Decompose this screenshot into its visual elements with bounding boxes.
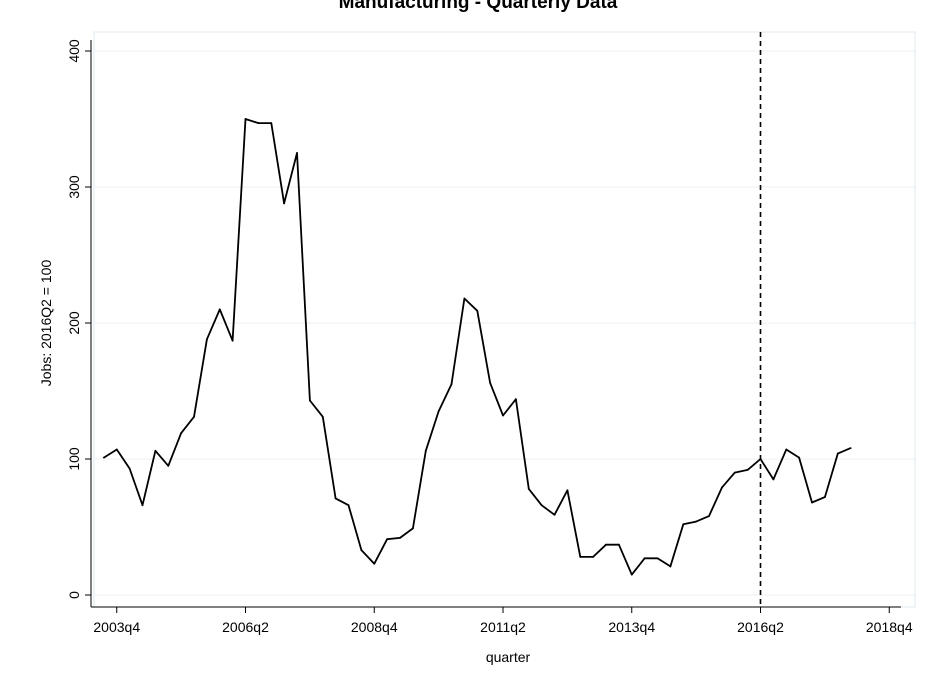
x-tick-label-3: 2011q2 bbox=[480, 619, 526, 635]
data-point-2012q4 bbox=[579, 556, 582, 558]
x-axis: 2003q4 2006q2 2008q4 2011q2 2013q4 2016q2 2018… bbox=[91, 606, 913, 635]
y-tick-label-0: 0 bbox=[66, 591, 82, 599]
data-point-2010q4 bbox=[476, 309, 479, 312]
data-point-2004q1 bbox=[128, 467, 131, 470]
data-point-2017q4 bbox=[836, 452, 839, 455]
data-point-2007q3 bbox=[308, 399, 311, 402]
plot-area bbox=[93, 31, 916, 608]
chart-title: Manufacturing - Quarterly Data bbox=[339, 0, 618, 13]
data-point-2010q2 bbox=[450, 383, 453, 386]
data-point-2017q2 bbox=[811, 501, 813, 504]
x-tick-label-1: 2006q2 bbox=[222, 619, 269, 635]
data-point-2013q4 bbox=[630, 573, 633, 576]
data-point-2009q4 bbox=[424, 449, 427, 452]
x-tick-label-0: 2003q4 bbox=[93, 619, 140, 635]
data-point-2016q3 bbox=[772, 478, 775, 481]
data-point-2016q1 bbox=[746, 468, 749, 471]
data-point-2005q2 bbox=[193, 415, 195, 418]
x-tick-label-2: 2008q4 bbox=[351, 619, 398, 635]
data-point-2012q3 bbox=[566, 489, 569, 492]
y-tick-label-4: 400 bbox=[66, 39, 82, 63]
data-point-2010q3 bbox=[463, 297, 466, 300]
data-point-2011q4 bbox=[527, 488, 530, 490]
x-tick-label-4: 2013q4 bbox=[608, 619, 655, 635]
data-point-2007q1 bbox=[283, 202, 286, 205]
data-point-2007q2 bbox=[296, 152, 298, 154]
data-point-2005q4 bbox=[218, 308, 221, 311]
data-point-2004q2 bbox=[141, 504, 144, 507]
data-point-2017q1 bbox=[798, 456, 801, 459]
data-point-2013q1 bbox=[592, 556, 595, 558]
data-point-2014q3 bbox=[669, 565, 672, 568]
data-point-2004q3 bbox=[154, 449, 157, 452]
data-point-2007q4 bbox=[321, 415, 324, 418]
data-point-2009q2 bbox=[399, 536, 401, 539]
data-point-2011q3 bbox=[514, 398, 517, 401]
y-tick-label-3: 300 bbox=[66, 175, 82, 199]
data-point-2015q2 bbox=[708, 515, 710, 518]
data-point-2005q1 bbox=[180, 432, 183, 435]
data-point-2005q3 bbox=[205, 338, 208, 341]
data-point-2011q1 bbox=[489, 381, 492, 384]
data-point-2003q4 bbox=[115, 448, 118, 451]
data-point-2004q4 bbox=[167, 464, 170, 467]
data-point-2006q1 bbox=[231, 339, 234, 342]
data-point-2012q2 bbox=[553, 513, 556, 516]
data-point-2008q2 bbox=[347, 504, 350, 507]
data-point-2011q2 bbox=[502, 414, 504, 417]
data-point-2016q4 bbox=[785, 448, 788, 451]
data-point-2010q1 bbox=[437, 410, 440, 413]
data-point-2015q4 bbox=[733, 471, 736, 474]
series-group bbox=[102, 118, 852, 576]
chart-title-group: Manufacturing - Quarterly Data bbox=[339, 0, 618, 13]
data-point-2012q1 bbox=[540, 504, 543, 507]
data-point-2018q1 bbox=[849, 447, 852, 450]
data-point-2014q2 bbox=[656, 557, 659, 560]
data-point-2006q4 bbox=[270, 122, 273, 124]
data-point-2006q2 bbox=[244, 118, 247, 120]
data-point-2003q3 bbox=[102, 456, 105, 459]
data-point-2006q3 bbox=[257, 122, 260, 124]
y-tick-label-2: 200 bbox=[66, 311, 82, 335]
data-point-2015q1 bbox=[695, 520, 698, 523]
data-point-2008q3 bbox=[360, 549, 363, 552]
data-point-2015q3 bbox=[720, 486, 723, 489]
y-axis-label: Jobs: 2016Q2 = 100 bbox=[38, 260, 54, 387]
data-point-2014q1 bbox=[643, 557, 646, 560]
gridlines bbox=[91, 50, 915, 596]
data-point-2008q4 bbox=[373, 562, 376, 565]
data-point-2008q1 bbox=[334, 497, 337, 500]
data-point-2014q4 bbox=[682, 523, 685, 526]
data-point-2013q2 bbox=[605, 543, 607, 546]
data-point-2009q1 bbox=[386, 538, 389, 541]
data-point-2017q3 bbox=[823, 496, 826, 498]
x-axis-label: quarter bbox=[486, 649, 531, 665]
y-tick-label-1: 100 bbox=[66, 447, 82, 471]
data-point-2016q2 bbox=[759, 458, 762, 460]
data-point-2009q3 bbox=[411, 527, 414, 530]
x-tick-label-6: 2018q4 bbox=[866, 619, 913, 635]
x-tick-label-5: 2016q2 bbox=[737, 619, 784, 635]
data-point-2013q3 bbox=[617, 543, 620, 546]
y-axis: 0 100 200 300 400 bbox=[66, 39, 92, 607]
